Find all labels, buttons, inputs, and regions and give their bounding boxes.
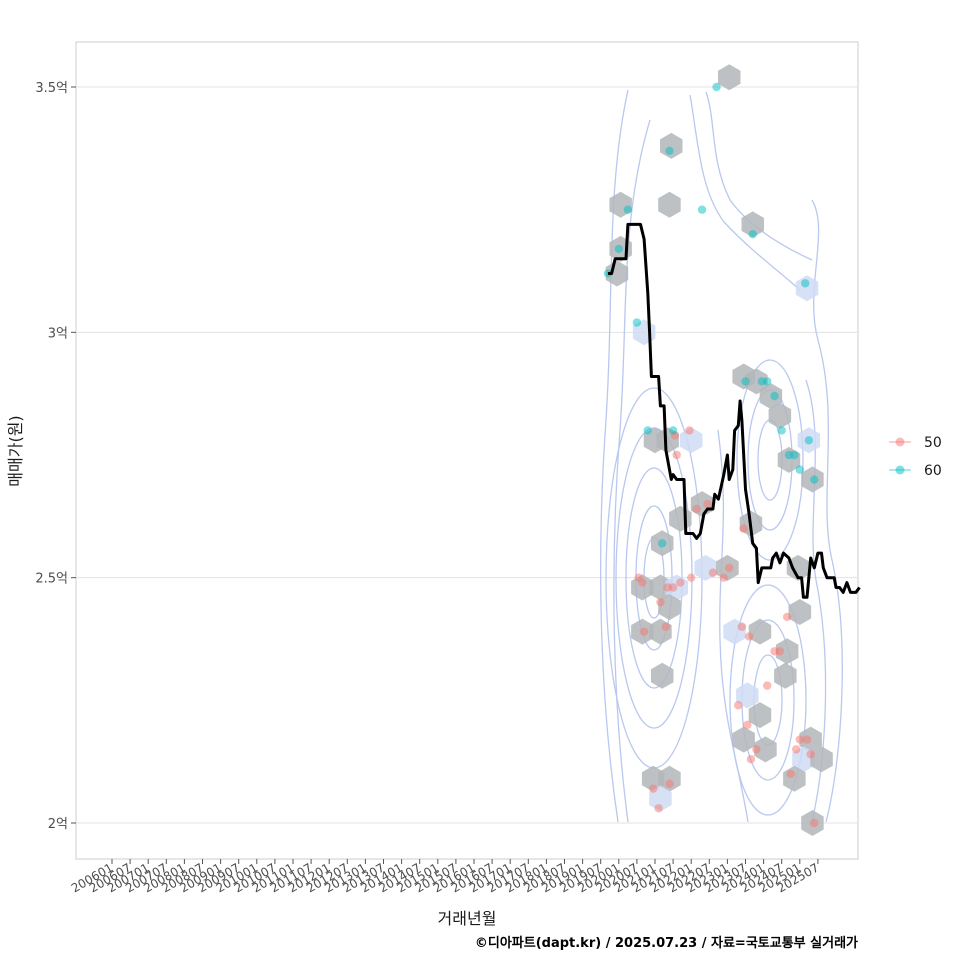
data-point: [734, 701, 743, 710]
hexbin-cell: [745, 368, 768, 395]
y-axis-ticks: 2억 2.5억 3억 3.5억: [35, 81, 76, 832]
density-contour: [613, 119, 651, 823]
data-point: [697, 205, 707, 214]
data-point: [661, 622, 671, 631]
y-tick-label: 3.5억: [35, 81, 68, 96]
legend: 50 60: [889, 435, 942, 479]
data-point: [775, 647, 785, 656]
data-point: [790, 450, 799, 460]
data-point: [708, 568, 718, 577]
hexbin-cell: [775, 638, 799, 665]
data-point: [687, 573, 696, 582]
data-point: [777, 426, 786, 435]
data-point: [712, 82, 721, 92]
density-contour: [705, 91, 813, 261]
points-layer: [603, 82, 819, 828]
legend-label: 60: [924, 463, 942, 479]
density-contour: [736, 359, 804, 561]
legend-label: 50: [924, 435, 942, 451]
data-point: [770, 391, 779, 401]
data-point: [643, 426, 652, 435]
data-point: [719, 573, 728, 582]
data-point: [725, 563, 734, 573]
data-point: [763, 377, 772, 386]
hexbin-cell: [754, 736, 777, 763]
data-point: [752, 745, 761, 754]
data-point: [795, 735, 804, 744]
data-point: [810, 818, 819, 828]
data-point: [786, 769, 795, 779]
density-contour: [811, 199, 843, 823]
data-point: [654, 804, 663, 813]
data-point: [676, 578, 685, 587]
x-axis-title: 거래년월: [438, 909, 497, 928]
data-point: [658, 539, 667, 548]
density-contour: [729, 584, 807, 816]
data-point: [703, 499, 712, 509]
hexbin-cell: [748, 702, 772, 729]
data-point: [763, 681, 772, 690]
hexbin-cell: [736, 682, 759, 709]
caption: ©디아파트(dapt.kr) / 2025.07.23 / 자료=국토교통부 실…: [475, 935, 858, 951]
hexbin-cell: [658, 765, 681, 792]
x-axis-ticks: 2006012006072007012007072008012008072009…: [69, 859, 821, 896]
hexbin-cell: [768, 402, 792, 429]
data-point: [668, 583, 678, 592]
hexbin-cell: [732, 726, 755, 753]
hexbin-cell: [651, 662, 674, 689]
data-point: [795, 465, 804, 474]
hexbin-cell: [741, 211, 764, 238]
data-point: [614, 244, 623, 254]
hexbin-cell: [748, 618, 772, 645]
hexbin-cell: [658, 191, 681, 218]
data-point: [806, 750, 815, 759]
y-tick-label: 3억: [48, 326, 68, 341]
legend-key-point: [895, 437, 905, 447]
hexbin-cell: [810, 746, 833, 773]
data-point: [656, 598, 665, 607]
data-point: [737, 622, 747, 631]
data-point: [782, 612, 792, 622]
data-point: [739, 524, 748, 533]
hexbin-cell: [679, 427, 703, 454]
y-tick-label: 2억: [48, 817, 68, 832]
data-point: [801, 279, 810, 288]
trend-line: [607, 222, 861, 599]
data-point: [623, 205, 633, 214]
trend-layer: [607, 222, 861, 599]
data-point: [804, 436, 814, 445]
hexbin-cell: [788, 599, 812, 625]
y-axis-title: 매매가(원): [6, 415, 25, 486]
density-contour: [600, 89, 629, 823]
data-point: [692, 504, 701, 514]
legend-key-point: [895, 465, 905, 475]
y-tick-label: 2.5억: [35, 572, 68, 587]
hexbin-cell: [774, 662, 797, 689]
data-point: [741, 377, 750, 386]
data-point: [632, 318, 642, 327]
data-point: [810, 475, 819, 484]
density-contour: [689, 94, 801, 291]
data-point: [665, 779, 674, 788]
data-point: [648, 784, 658, 793]
density-contours: [600, 89, 843, 823]
data-point: [791, 745, 801, 754]
data-point: [743, 720, 752, 730]
hexbin-cell: [786, 554, 810, 581]
data-point: [638, 578, 647, 587]
data-point: [748, 230, 757, 239]
data-point: [802, 735, 812, 744]
hexbin-cell: [718, 64, 741, 91]
data-point: [639, 627, 649, 636]
data-point: [672, 450, 681, 460]
density-contour: [717, 429, 749, 823]
hexbin-cell: [605, 260, 629, 287]
data-point: [744, 632, 754, 641]
data-point: [668, 426, 678, 435]
data-point: [685, 426, 694, 435]
data-point: [665, 146, 674, 155]
data-point: [746, 755, 756, 764]
